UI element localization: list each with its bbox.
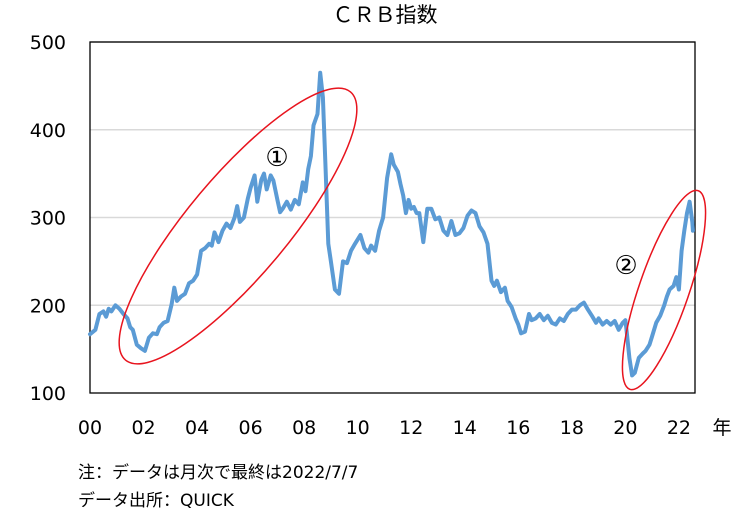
y-tick-labels: 100 200 300 400 500 xyxy=(30,32,66,405)
chart-title: ＣＲＢ指数 xyxy=(333,3,438,27)
note-data-frequency: 注：データは月次で最終は2022/7/7 xyxy=(78,463,359,483)
x-axis-label: 年 xyxy=(712,417,731,439)
x-tick-06: 06 xyxy=(239,417,263,439)
x-tick-16: 16 xyxy=(506,417,530,439)
y-tick-500: 500 xyxy=(30,32,66,54)
series-line-0 xyxy=(88,70,695,378)
x-tick-20: 20 xyxy=(613,417,637,439)
x-tick-00: 00 xyxy=(78,417,102,439)
y-tick-400: 400 xyxy=(30,120,66,142)
x-tick-10: 10 xyxy=(346,417,370,439)
note-data-source: データ出所：QUICK xyxy=(78,491,234,511)
annotation-label-1: ① xyxy=(265,143,288,173)
y-tick-200: 200 xyxy=(30,295,66,317)
plot-area xyxy=(89,41,696,394)
x-tick-22: 22 xyxy=(667,417,691,439)
y-tick-300: 300 xyxy=(30,208,66,230)
x-tick-18: 18 xyxy=(560,417,584,439)
series-group xyxy=(88,70,695,378)
highlight-ellipse-2 xyxy=(621,189,707,391)
x-tick-02: 02 xyxy=(131,417,155,439)
x-tick-08: 08 xyxy=(292,417,316,439)
x-tick-12: 12 xyxy=(399,417,423,439)
x-tick-14: 14 xyxy=(453,417,477,439)
x-tick-04: 04 xyxy=(185,417,209,439)
annotation-label-2: ② xyxy=(614,251,637,281)
annotation-group: ①② xyxy=(118,87,707,391)
highlight-ellipse-1 xyxy=(118,87,358,365)
x-tick-labels: 00 02 04 06 08 10 12 14 16 18 20 22 xyxy=(78,417,691,439)
y-tick-100: 100 xyxy=(30,383,66,405)
gridlines xyxy=(90,41,695,306)
